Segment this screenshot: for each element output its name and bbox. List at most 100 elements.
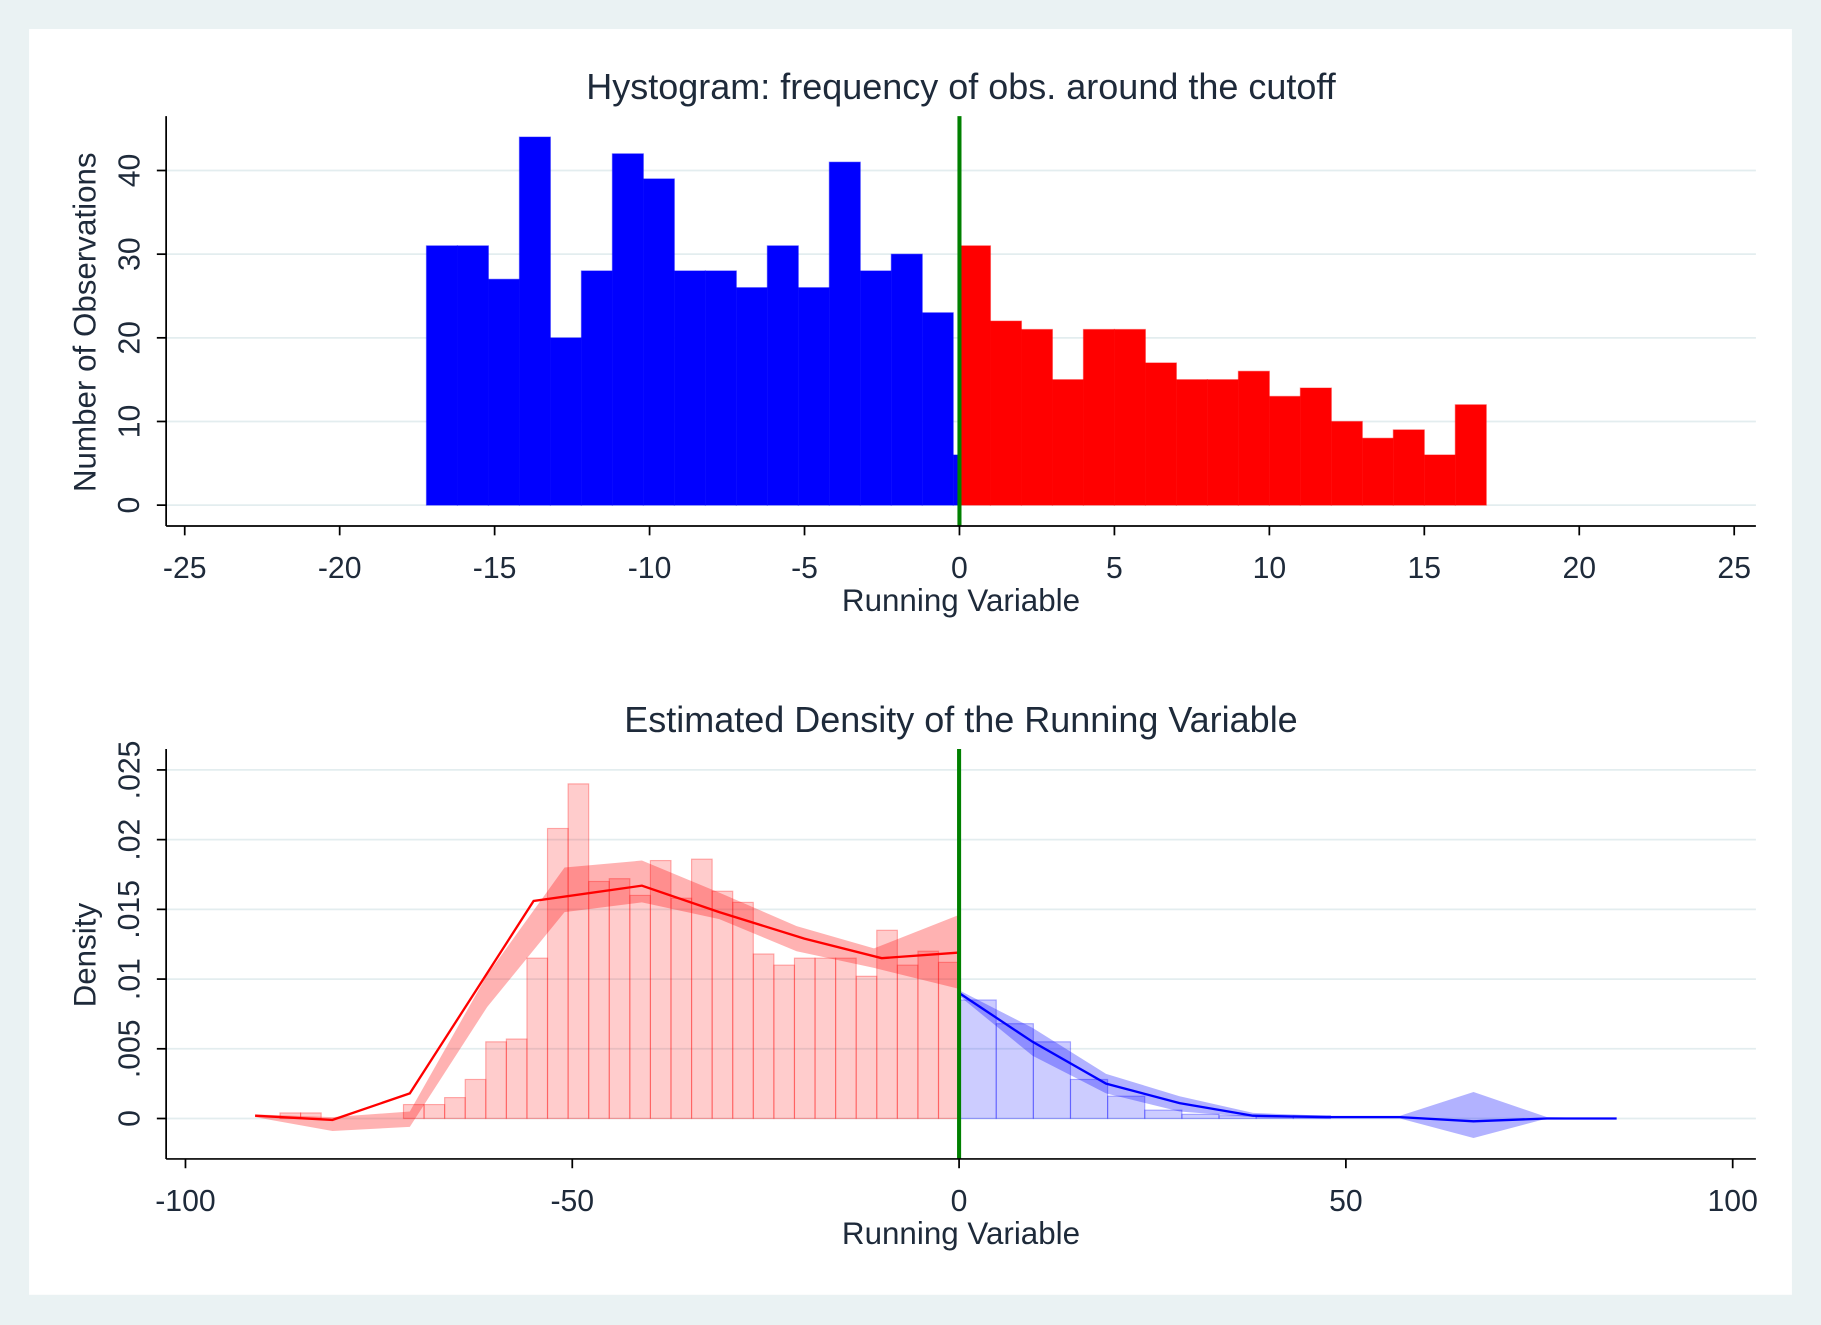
y-tick-label: 20 [113, 321, 146, 355]
histogram-bar [766, 245, 799, 506]
histogram-bar [958, 245, 992, 506]
histogram-bar [402, 1103, 425, 1120]
x-tick-label: -100 [155, 1185, 215, 1218]
histogram-bar [670, 897, 693, 1120]
x-tick-label: -15 [473, 552, 517, 585]
histogram-bar [1237, 370, 1270, 506]
x-tick-label: 0 [951, 552, 968, 585]
x-axis-label: Running Variable [842, 583, 1080, 618]
histogram-bar [649, 859, 672, 1120]
histogram-bar [423, 1103, 446, 1120]
histogram-bar [608, 878, 631, 1120]
y-tick-label: .025 [113, 741, 146, 800]
x-tick-label: 25 [1717, 552, 1751, 585]
histogram-bar [485, 1041, 507, 1120]
y-tick-label: .015 [113, 880, 146, 939]
x-tick-label: 15 [1408, 552, 1442, 585]
histogram-bar [890, 253, 923, 506]
histogram-bar [1330, 420, 1363, 506]
histogram-bar [1454, 404, 1487, 506]
histogram-bar [1206, 379, 1239, 506]
x-tick-label: 10 [1253, 552, 1287, 585]
histogram-bar [917, 950, 940, 1120]
histogram-bar [1392, 429, 1425, 506]
x-tick-label: -25 [163, 552, 207, 585]
histogram-bar [752, 953, 775, 1120]
histogram-bar [704, 270, 737, 506]
histogram-bar [611, 153, 644, 506]
y-axis-label: Number of Observations [67, 152, 102, 492]
histogram-bar [859, 270, 892, 506]
x-tick-label: 20 [1562, 552, 1596, 585]
histogram-bar [1113, 328, 1146, 506]
histogram-bar [1032, 1041, 1072, 1120]
x-tick-label: -50 [550, 1185, 594, 1218]
y-tick-label: 40 [113, 154, 146, 188]
histogram-bar [526, 957, 549, 1120]
histogram-bar [588, 880, 610, 1120]
histogram-bar [989, 320, 1023, 506]
y-tick-label: .02 [113, 819, 146, 861]
x-tick-label: 5 [1106, 552, 1123, 585]
histogram-bar [1144, 362, 1177, 506]
y-tick-label: 10 [113, 405, 146, 439]
histogram-bar [464, 1078, 487, 1120]
histogram-bar [1020, 328, 1054, 506]
histogram-bar [732, 901, 754, 1120]
x-tick-label: -5 [791, 552, 818, 585]
histogram-bar [444, 1097, 466, 1120]
histogram-bar [549, 337, 582, 506]
histogram-bar [1175, 379, 1208, 506]
density-line [958, 992, 1617, 1123]
histogram-bar [773, 964, 796, 1120]
histogram-bar [1361, 437, 1394, 506]
histogram-bar [921, 312, 954, 506]
histogram-bar [567, 783, 590, 1120]
histogram-bar [1144, 1109, 1183, 1120]
histogram-bar [505, 1038, 528, 1120]
x-tick-label: 0 [951, 1185, 968, 1218]
histogram-bar [958, 999, 997, 1120]
chart-title: Estimated Density of the Running Variabl… [624, 699, 1297, 740]
histogram-bar [690, 858, 713, 1120]
histogram-bar [1218, 1115, 1257, 1120]
histogram-bar [1069, 1078, 1109, 1120]
histogram-bar [1423, 454, 1456, 506]
histogram-bar [1299, 387, 1332, 506]
histogram-bar [735, 287, 768, 506]
histogram-bar [835, 957, 857, 1120]
histogram-bar [711, 890, 734, 1120]
density-line [255, 884, 960, 1122]
confidence-band [255, 860, 960, 1132]
histogram-bar [1082, 328, 1115, 506]
x-axis-label: Running Variable [842, 1216, 1080, 1251]
histogram-bar [673, 270, 706, 506]
x-tick-label: -10 [628, 552, 672, 585]
chart-title: Hystogram: frequency of obs. around the … [586, 66, 1336, 107]
histogram-bar [487, 278, 520, 506]
confidence-band [959, 990, 1617, 1139]
histogram-bar [814, 957, 837, 1120]
histogram-bar [1107, 1095, 1146, 1120]
histogram-bar [518, 136, 551, 506]
histogram-bar [1051, 379, 1085, 506]
y-tick-label: .01 [113, 958, 146, 1000]
y-tick-label: .005 [113, 1019, 146, 1078]
plot-panel [29, 29, 1792, 1295]
histogram-bar [580, 270, 613, 506]
histogram-bar [629, 894, 651, 1120]
histogram-bar [546, 827, 569, 1120]
histogram-bar [1181, 1113, 1220, 1120]
histogram-bar [456, 245, 490, 506]
histogram-bar [896, 964, 919, 1120]
y-tick-label: 0 [113, 497, 146, 514]
histogram-bar [793, 957, 816, 1120]
histogram-bar [828, 161, 861, 506]
x-tick-label: -20 [318, 552, 362, 585]
histogram-bar [1268, 395, 1301, 506]
histogram-bar [425, 245, 459, 506]
y-tick-label: 0 [113, 1110, 146, 1127]
x-tick-label: 100 [1708, 1185, 1758, 1218]
